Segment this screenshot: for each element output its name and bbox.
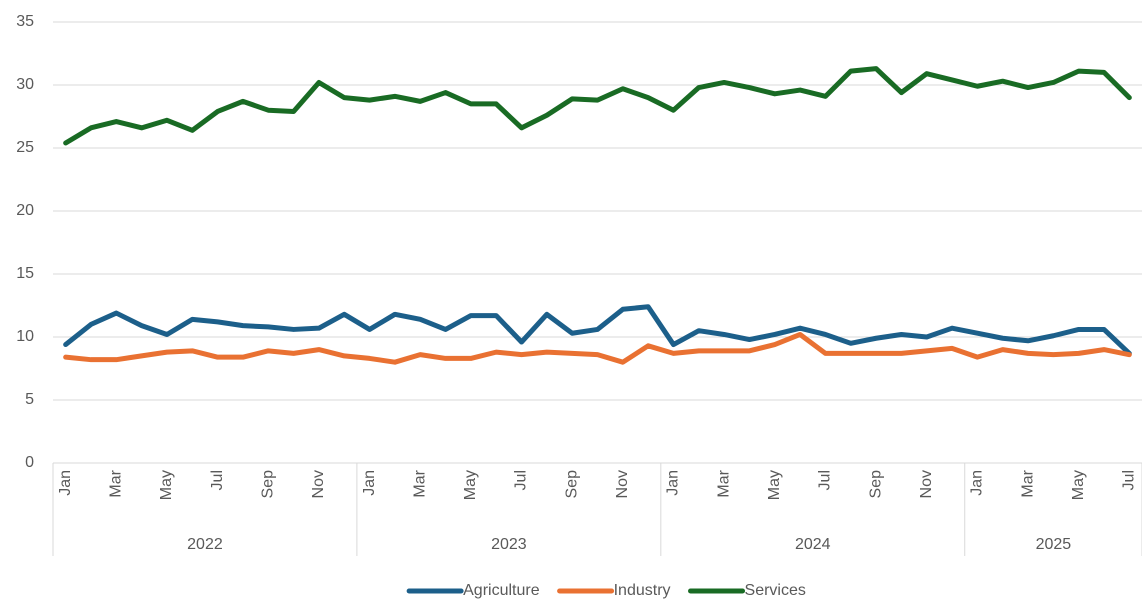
x-tick-label: May (158, 470, 175, 500)
y-tick-label: 5 (25, 391, 34, 408)
x-tick-label: Nov (614, 470, 631, 498)
y-tick-label: 15 (16, 265, 34, 282)
x-tick-label: May (462, 470, 479, 500)
x-tick-label: Sep (259, 470, 276, 499)
series-line (63, 331, 1132, 365)
y-tick-label: 20 (16, 202, 34, 219)
x-tick-label: May (766, 470, 783, 500)
x-tick-label: Mar (411, 469, 428, 497)
x-tick-label: Nov (310, 470, 327, 498)
legend-label: Agriculture (463, 582, 540, 599)
series-line (63, 304, 1132, 356)
legend-label: Industry (614, 582, 671, 599)
x-tick-label: Jul (209, 470, 226, 490)
x-tick-label: Sep (867, 470, 884, 499)
legend: Agriculture Industry Services (406, 582, 806, 599)
x-tick-label: Jul (513, 470, 530, 490)
group-label: 2022 (187, 536, 223, 553)
x-tick-label: Jan (57, 470, 74, 496)
x-tick-label: Sep (563, 470, 580, 499)
x-tick-label: Mar (1019, 469, 1036, 497)
y-tick-label: 35 (16, 13, 34, 30)
x-tick-label: May (1070, 470, 1087, 500)
x-tick-label: Jan (361, 470, 378, 496)
x-tick-label: Jul (1121, 470, 1138, 490)
x-tick-label: Mar (715, 469, 732, 497)
x-tick-label: Jul (817, 470, 834, 490)
x-tick-label: Mar (108, 469, 125, 497)
x-tick-label: Jan (969, 470, 986, 496)
x-tick-label: Jan (665, 470, 682, 496)
y-tick-label: 0 (25, 454, 34, 471)
legend-label: Services (745, 582, 806, 599)
series-line (63, 66, 1132, 146)
group-label: 2025 (1036, 536, 1072, 553)
x-tick-label: Nov (918, 470, 935, 498)
y-tick-label: 25 (16, 139, 34, 156)
y-tick-label: 10 (16, 328, 34, 345)
group-label: 2024 (795, 536, 831, 553)
group-label: 2023 (491, 536, 527, 553)
y-tick-label: 30 (16, 76, 34, 93)
